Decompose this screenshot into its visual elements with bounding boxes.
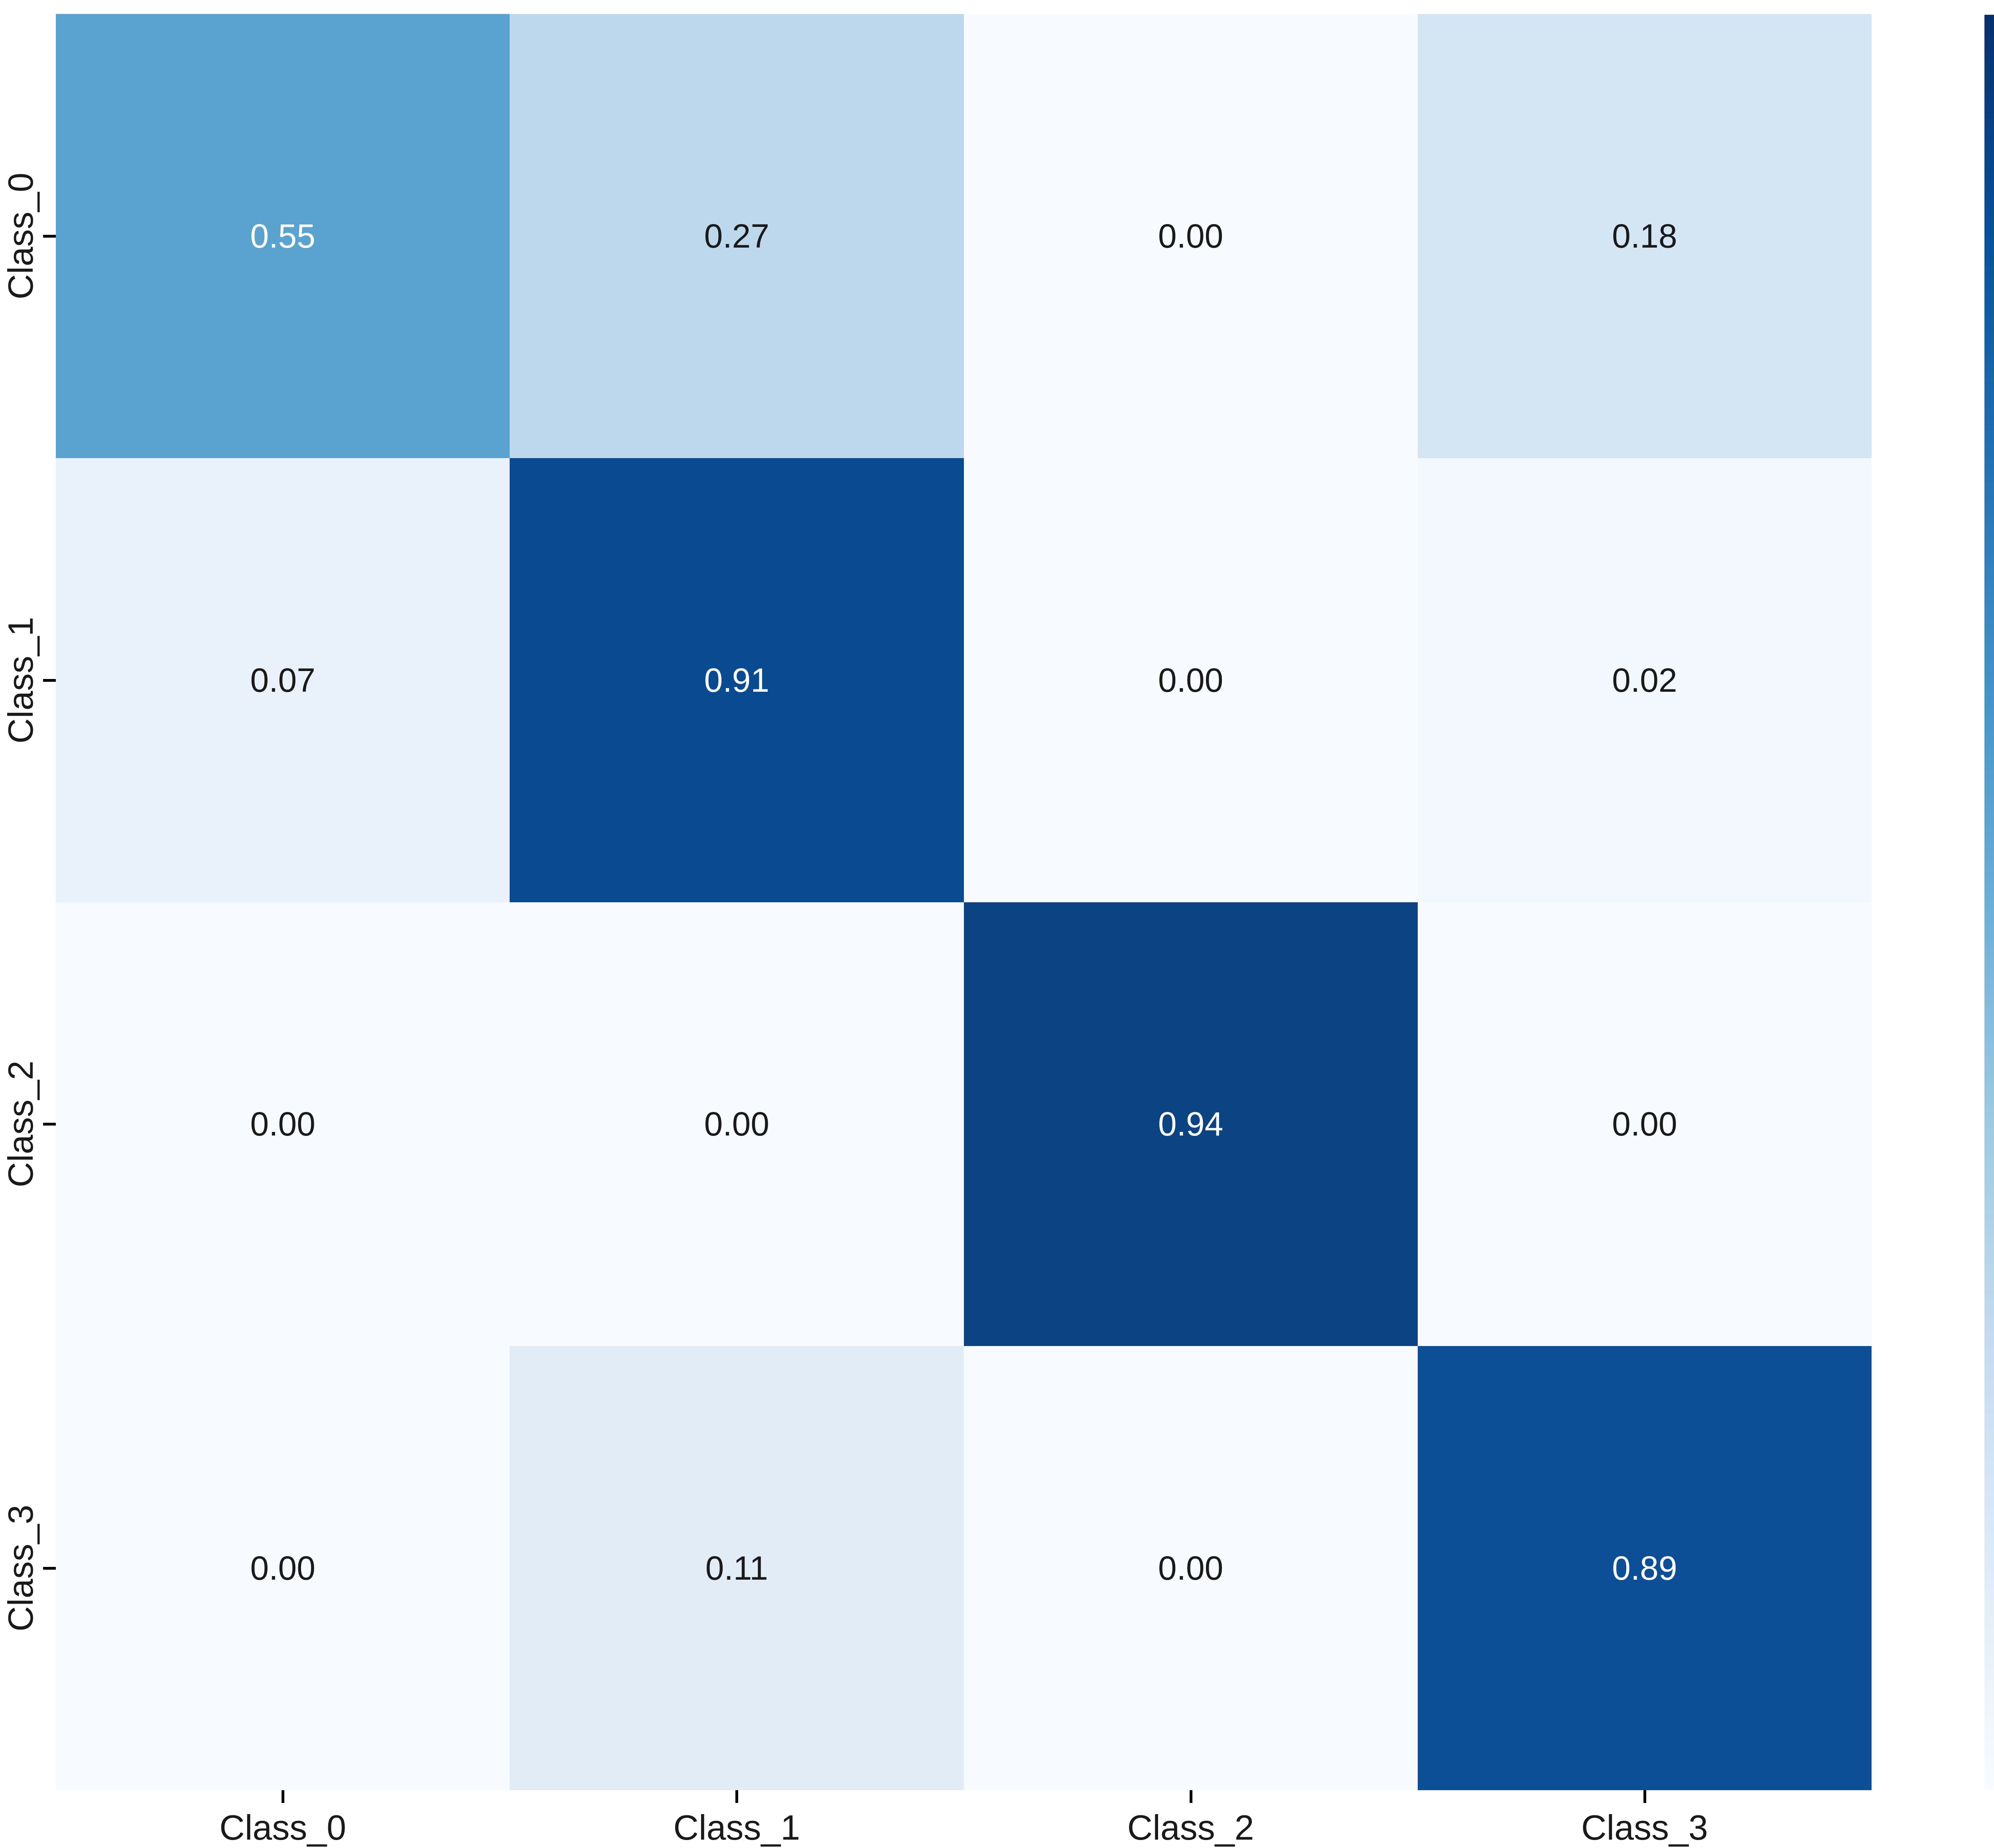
heatmap-grid: 0.55 0.27 0.00 0.18 0.07 0.91 0.00 0.02 0.00 0.00… bbox=[56, 14, 1872, 1790]
heatmap-cell-r2c3: 0.00 bbox=[1417, 902, 1872, 1346]
heatmap-cell-r3c0: 0.00 bbox=[56, 1346, 510, 1790]
x-axis-label: Class_0 bbox=[219, 1808, 347, 1847]
heatmap-cell-r1c3: 0.02 bbox=[1417, 458, 1872, 902]
heatmap-cell-r0c1: 0.27 bbox=[510, 14, 964, 458]
heatmap-cell-r1c0: 0.07 bbox=[56, 458, 510, 902]
y-tick-mark bbox=[43, 234, 56, 238]
y-tick-mark bbox=[43, 679, 56, 682]
x-axis-label: Class_1 bbox=[673, 1808, 800, 1847]
heatmap-cell-r3c1: 0.11 bbox=[510, 1346, 964, 1790]
colorbar bbox=[1984, 15, 1994, 1790]
y-axis-label: Class_1 bbox=[1, 616, 40, 744]
heatmap-cell-r1c2: 0.00 bbox=[964, 458, 1418, 902]
heatmap-cell-r3c2: 0.00 bbox=[964, 1346, 1418, 1790]
y-axis-label: Class_2 bbox=[1, 1061, 40, 1188]
heatmap-cell-r2c1: 0.00 bbox=[510, 902, 964, 1346]
heatmap-cell-r0c3: 0.18 bbox=[1417, 14, 1872, 458]
y-tick-mark bbox=[43, 1123, 56, 1126]
heatmap-cell-r0c0: 0.55 bbox=[56, 14, 510, 458]
x-tick-mark bbox=[1189, 1790, 1192, 1803]
x-tick-mark bbox=[282, 1790, 285, 1803]
x-tick-mark bbox=[1643, 1790, 1646, 1803]
heatmap-cell-r1c1: 0.91 bbox=[510, 458, 964, 902]
x-axis-label: Class_3 bbox=[1581, 1808, 1708, 1847]
y-axis-label: Class_0 bbox=[1, 172, 40, 299]
y-tick-mark bbox=[43, 1567, 56, 1570]
heatmap-cell-r2c0: 0.00 bbox=[56, 902, 510, 1346]
x-axis-labels: Class_0 Class_1 Class_2 Class_3 bbox=[56, 1810, 1872, 1845]
heatmap-cell-r3c3: 0.89 bbox=[1417, 1346, 1872, 1790]
x-axis-label: Class_2 bbox=[1127, 1808, 1254, 1847]
x-tick-mark bbox=[735, 1790, 739, 1803]
heatmap-cell-r0c2: 0.00 bbox=[964, 14, 1418, 458]
heatmap-cell-r2c2: 0.94 bbox=[964, 902, 1418, 1346]
y-axis-label: Class_3 bbox=[1, 1505, 40, 1632]
